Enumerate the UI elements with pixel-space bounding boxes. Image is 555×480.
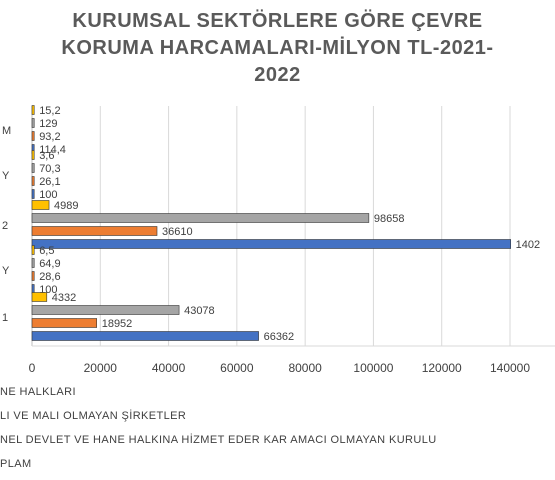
- data-label: 28,6: [39, 271, 60, 283]
- bar: [31, 131, 35, 141]
- data-label: 70,3: [39, 163, 60, 175]
- bar: [31, 245, 35, 255]
- data-label: 18952: [102, 318, 133, 330]
- data-label: 3,6: [39, 150, 54, 162]
- data-label: 6,5: [39, 245, 54, 257]
- bar: [31, 331, 259, 341]
- legend-entry-toplam: PLAM: [0, 458, 32, 470]
- bar: [31, 305, 180, 315]
- data-label: 100: [39, 189, 57, 201]
- x-tick-label: 120000: [422, 361, 462, 375]
- data-label: 1402: [516, 239, 540, 251]
- x-tick-label: 0: [29, 361, 36, 375]
- data-label: 26,1: [39, 176, 60, 188]
- data-label: 43078: [184, 305, 215, 317]
- chart-title-line: KORUMA HARCAMALARI-MİLYON TL-2021-: [61, 37, 494, 59]
- legend-entry-sirketler: LI VE MALI OLMAYAN ŞİRKETLER: [0, 410, 187, 422]
- bar: [31, 226, 158, 236]
- legend-entry-genel-devlet: NEL DEVLET VE HANE HALKINA HİZMET EDER K…: [0, 434, 437, 446]
- x-tick-label: 60000: [220, 361, 254, 375]
- x-tick-label: 80000: [288, 361, 322, 375]
- data-label: 15,2: [39, 105, 60, 117]
- data-label: 93,2: [39, 131, 60, 143]
- data-label: 98658: [374, 213, 405, 225]
- data-label: 4989: [54, 200, 78, 212]
- bar: [31, 176, 35, 186]
- y-category-label: Y: [2, 170, 10, 182]
- bar: [31, 239, 511, 249]
- data-label: 66362: [264, 331, 295, 343]
- x-tick-label: 20000: [84, 361, 118, 375]
- x-tick-label: 140000: [490, 361, 530, 375]
- bar: [31, 213, 370, 223]
- bar: [31, 318, 98, 328]
- data-label: 64,9: [39, 258, 60, 270]
- chart-title: KURUMSAL SEKTÖRLERE GÖRE ÇEVRE KORUMA HA…: [0, 8, 555, 89]
- y-category-label: 1: [2, 312, 8, 324]
- y-category-label: 2: [2, 220, 8, 232]
- x-tick-label: 100000: [353, 361, 393, 375]
- legend-entry-hane-halklari: NE HALKLARI: [0, 386, 76, 398]
- x-tick-label: 40000: [152, 361, 186, 375]
- bar: [31, 271, 35, 281]
- bar: [31, 105, 35, 115]
- bar: [31, 118, 35, 128]
- bar: [31, 163, 35, 173]
- bar: [31, 284, 35, 294]
- bar: [31, 200, 50, 210]
- chart-title-line: 2022: [254, 64, 301, 86]
- y-category-label: Y: [2, 265, 10, 277]
- bar: [31, 189, 35, 199]
- chart-title-line: KURUMSAL SEKTÖRLERE GÖRE ÇEVRE: [72, 10, 483, 32]
- data-label: 36610: [162, 226, 193, 238]
- data-label: 129: [39, 118, 57, 130]
- data-label: 114,4: [39, 144, 66, 156]
- y-category-label: M: [2, 125, 11, 137]
- bar: [31, 258, 35, 268]
- bar: [31, 150, 35, 160]
- data-label: 4332: [52, 292, 76, 304]
- bar: [31, 292, 48, 302]
